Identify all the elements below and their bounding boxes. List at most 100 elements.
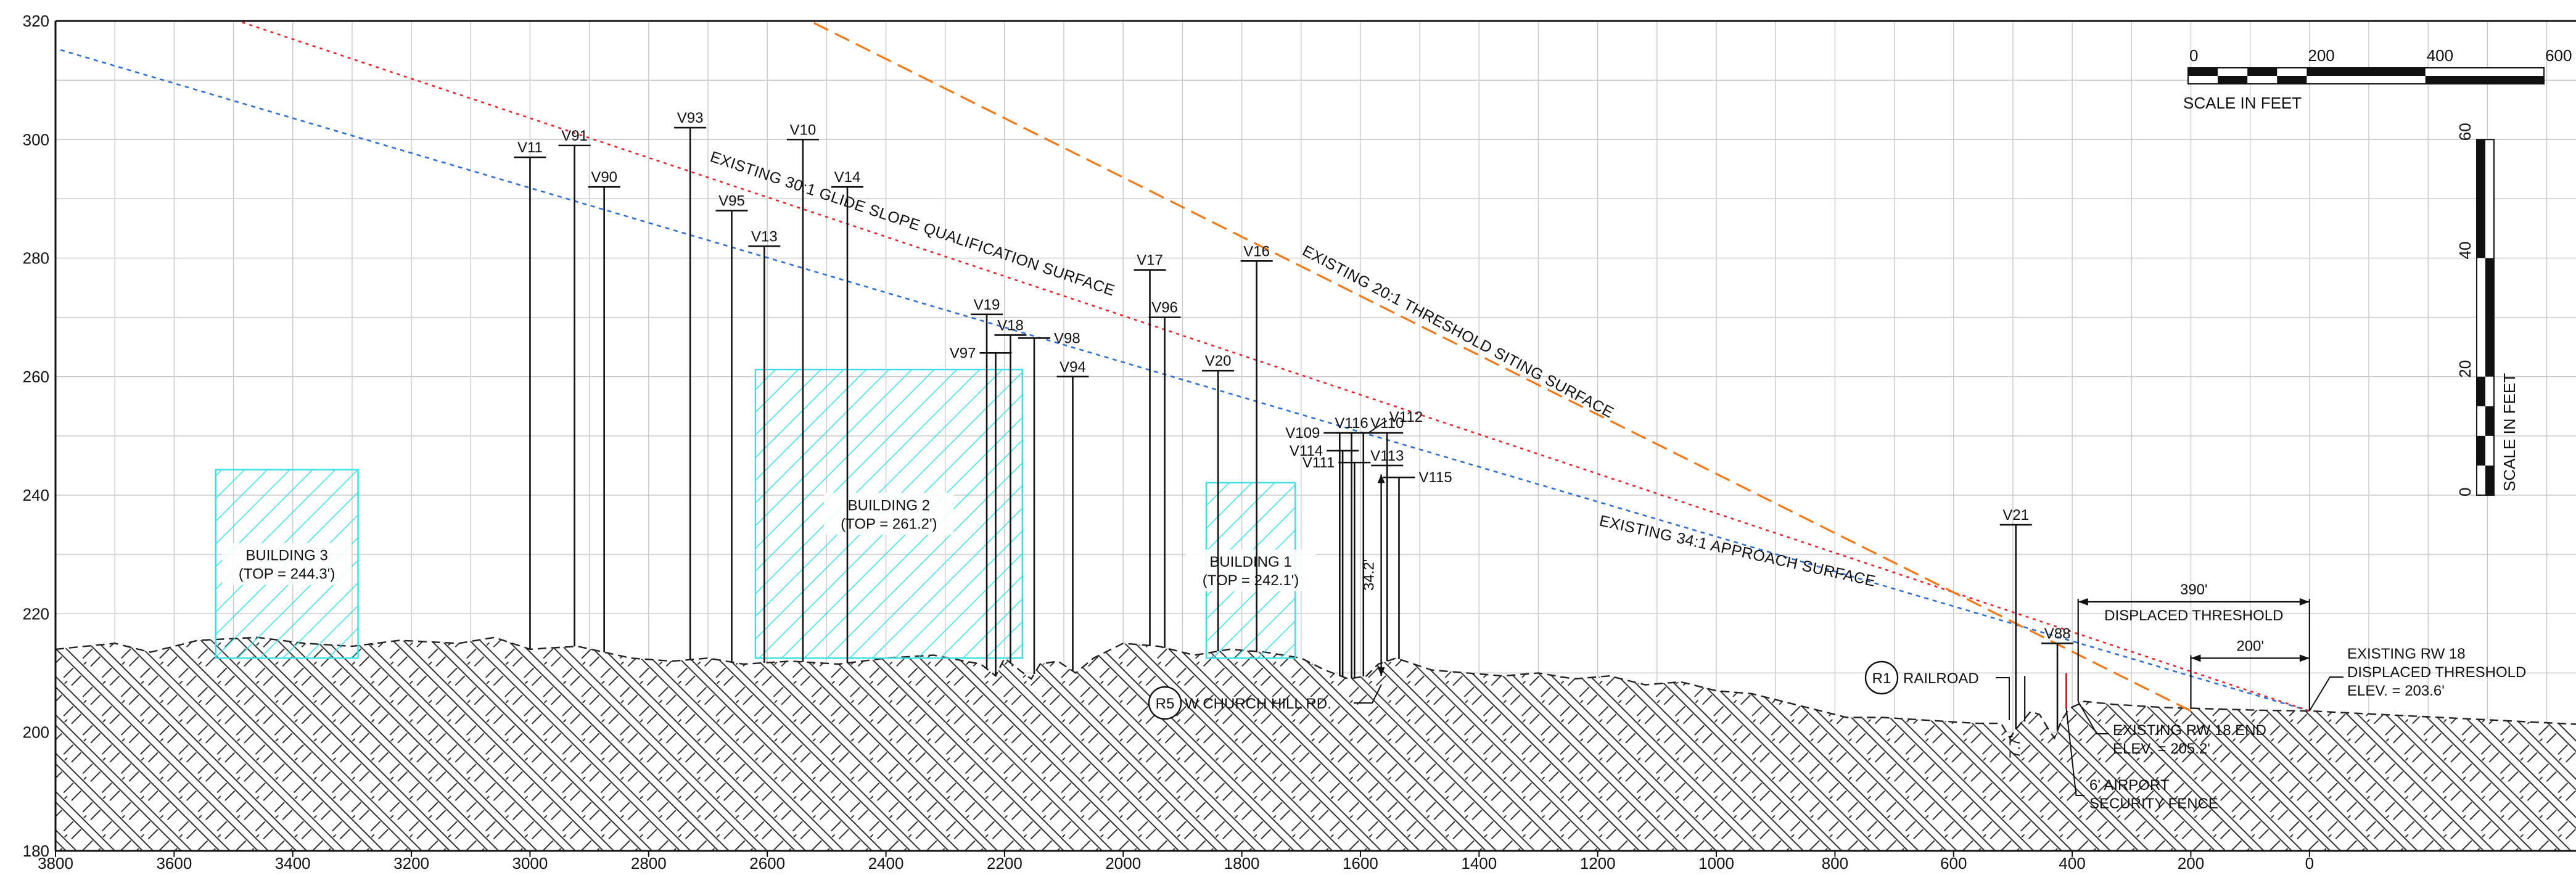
vertical-scale-block bbox=[2485, 258, 2494, 377]
vertical-scale-caption: SCALE IN FEET bbox=[2500, 373, 2519, 491]
ground-fill bbox=[56, 637, 2576, 850]
vertical-scale-tick: 40 bbox=[2456, 242, 2474, 260]
obstruction-v17-label: V17 bbox=[1137, 252, 1163, 269]
obstruction-v112-leader bbox=[1368, 420, 1388, 433]
horizontal-scale-block bbox=[2218, 76, 2248, 84]
x-tick-label: 1000 bbox=[1698, 854, 1734, 873]
y-tick-label: 220 bbox=[23, 604, 49, 623]
obstruction-v96-label: V96 bbox=[1151, 300, 1178, 316]
annotations: R5 W CHURCH HILL RD. 34.2' R1 RAILROAD 7.7' 39… bbox=[1148, 474, 2526, 812]
rail-clearance-label: 7.7' bbox=[2007, 735, 2023, 758]
obstruction-v109-label: V109 bbox=[1285, 425, 1320, 442]
building-2-name: BUILDING 2 bbox=[848, 497, 930, 514]
road-clearance-label: 34.2' bbox=[1361, 559, 1378, 591]
vertical-scale-tick: 60 bbox=[2456, 123, 2474, 141]
obstruction-v16-label: V16 bbox=[1243, 243, 1270, 260]
obstruction-v90-label: V90 bbox=[591, 169, 617, 186]
y-tick-label: 280 bbox=[23, 249, 49, 268]
obstruction-v110-label: V110 bbox=[1370, 415, 1404, 432]
dt-title: DISPLACED THRESHOLD bbox=[2104, 607, 2283, 624]
approach-surfaces bbox=[56, 21, 2310, 712]
building-1-top: (TOP = 242.1') bbox=[1203, 572, 1299, 589]
vertical-scale-block bbox=[2477, 376, 2485, 406]
obstruction-v20-label: V20 bbox=[1205, 353, 1232, 369]
rw18-end-line1: EXISTING RW 18 END bbox=[2113, 722, 2266, 739]
x-tick-label: 3000 bbox=[512, 854, 548, 873]
horizontal-scale-tick: 400 bbox=[2427, 46, 2453, 65]
building-2-label-backdrop bbox=[824, 493, 954, 535]
horizontal-scale-caption: SCALE IN FEET bbox=[2183, 94, 2302, 112]
dt-390-label: 390' bbox=[2180, 581, 2208, 598]
building-1-name: BUILDING 1 bbox=[1209, 554, 1291, 570]
x-tick-label: 800 bbox=[1822, 854, 1848, 873]
railroad-label: RAILROAD bbox=[1903, 670, 1979, 687]
obstruction-v21-label: V21 bbox=[2002, 507, 2029, 524]
vertical-scale-tick: 0 bbox=[2456, 488, 2474, 496]
road-tag-circle bbox=[1148, 686, 1182, 720]
x-tick-label: 2800 bbox=[631, 854, 667, 873]
fence-leader bbox=[2065, 708, 2084, 796]
x-tick-label: 1400 bbox=[1461, 854, 1497, 873]
x-tick-label: 3400 bbox=[275, 854, 311, 873]
obstruction-v113-label: V113 bbox=[1370, 448, 1404, 464]
vertical-scale-block bbox=[2477, 435, 2485, 466]
obstruction-v10-label: V10 bbox=[790, 121, 817, 138]
obstruction-v98-label: V98 bbox=[1054, 330, 1080, 347]
building-3-name: BUILDING 3 bbox=[245, 548, 327, 564]
x-tick-label: 0 bbox=[2305, 854, 2314, 873]
building-1-label-backdrop bbox=[1186, 549, 1316, 592]
vertical-scale-block bbox=[2485, 465, 2494, 495]
horizontal-scale-block bbox=[2247, 68, 2278, 76]
rw18-end-line2: ELEV. = 205.2' bbox=[2113, 741, 2210, 757]
y-tick-label: 320 bbox=[23, 12, 49, 30]
obstruction-v97-label: V97 bbox=[950, 345, 976, 361]
obstructions: V11 V91 V90 V93 V95 V13 V10 V14 V19 V97 V18 V98 V94 V… bbox=[514, 110, 2074, 731]
obstruction-v14-label: V14 bbox=[834, 169, 861, 186]
glide-slope-surface-label: EXISTING 30:1 GLIDE SLOPE QUALIFICATION … bbox=[708, 148, 1117, 299]
railroad-tag: R1 bbox=[1872, 670, 1891, 687]
rw18-dt-line2: DISPLACED THRESHOLD bbox=[2347, 664, 2526, 681]
obstruction-v115-label: V115 bbox=[1418, 469, 1452, 486]
horizontal-scale-block bbox=[2306, 68, 2426, 76]
obstruction-v111-label: V111 bbox=[1302, 454, 1335, 471]
obstruction-v114-label: V114 bbox=[1290, 443, 1323, 459]
road-leader bbox=[1354, 684, 1382, 704]
y-tick-label: 180 bbox=[23, 842, 49, 860]
vertical-scale-block bbox=[2477, 139, 2485, 258]
x-tick-label: 1200 bbox=[1580, 854, 1616, 873]
obstruction-v91-label: V91 bbox=[561, 128, 588, 144]
x-tick-label: 3200 bbox=[393, 854, 429, 873]
rw18-dt-line1: EXISTING RW 18 bbox=[2347, 646, 2466, 662]
horizontal-scale-tick: 0 bbox=[2189, 46, 2198, 65]
road-clearance-arrow-top bbox=[1377, 474, 1385, 483]
dt-dimension-arrow bbox=[2299, 654, 2310, 662]
axes: 3800 3600 3400 3200 3000 2800 2600 2400 2200 2000… bbox=[23, 12, 2576, 873]
buildings: BUILDING 3 (TOP = 244.3') BUILDING 2 (TOP =… bbox=[215, 369, 1316, 659]
building-2-top: (TOP = 261.2') bbox=[841, 516, 937, 532]
x-tick-label: 2000 bbox=[1105, 854, 1141, 873]
obstruction-v18-label: V18 bbox=[997, 317, 1024, 334]
horizontal-scale-block bbox=[2425, 76, 2545, 84]
horizontal-scale-block bbox=[2188, 68, 2218, 76]
x-tick-label: 3800 bbox=[38, 854, 73, 873]
rw18-dt-leader bbox=[2308, 676, 2344, 712]
railroad-leader bbox=[1996, 677, 2010, 720]
y-tick-label: 240 bbox=[23, 486, 49, 504]
x-tick-label: 3600 bbox=[156, 854, 192, 873]
dt-200-label: 200' bbox=[2236, 638, 2264, 654]
obstruction-v13-label: V13 bbox=[751, 228, 778, 245]
obstruction-v88-label: V88 bbox=[2044, 625, 2071, 642]
ground-profile bbox=[56, 636, 2576, 850]
x-tick-label: 400 bbox=[2059, 854, 2085, 873]
horizontal-scale-tick: 200 bbox=[2308, 46, 2334, 65]
x-tick-label: 200 bbox=[2178, 854, 2204, 873]
threshold-siting-surface-label: EXISTING 20:1 THRESHOLD SITING SURFACE bbox=[1299, 242, 1616, 422]
obstruction-v93-label: V93 bbox=[677, 110, 704, 126]
horizontal-scale-block bbox=[2277, 76, 2307, 84]
x-tick-label: 1600 bbox=[1343, 854, 1378, 873]
dt-dimension-arrow bbox=[2299, 598, 2310, 606]
obstruction-v95-label: V95 bbox=[718, 193, 745, 210]
railroad-tag-circle bbox=[1864, 660, 1899, 695]
x-tick-label: 2400 bbox=[868, 854, 904, 873]
